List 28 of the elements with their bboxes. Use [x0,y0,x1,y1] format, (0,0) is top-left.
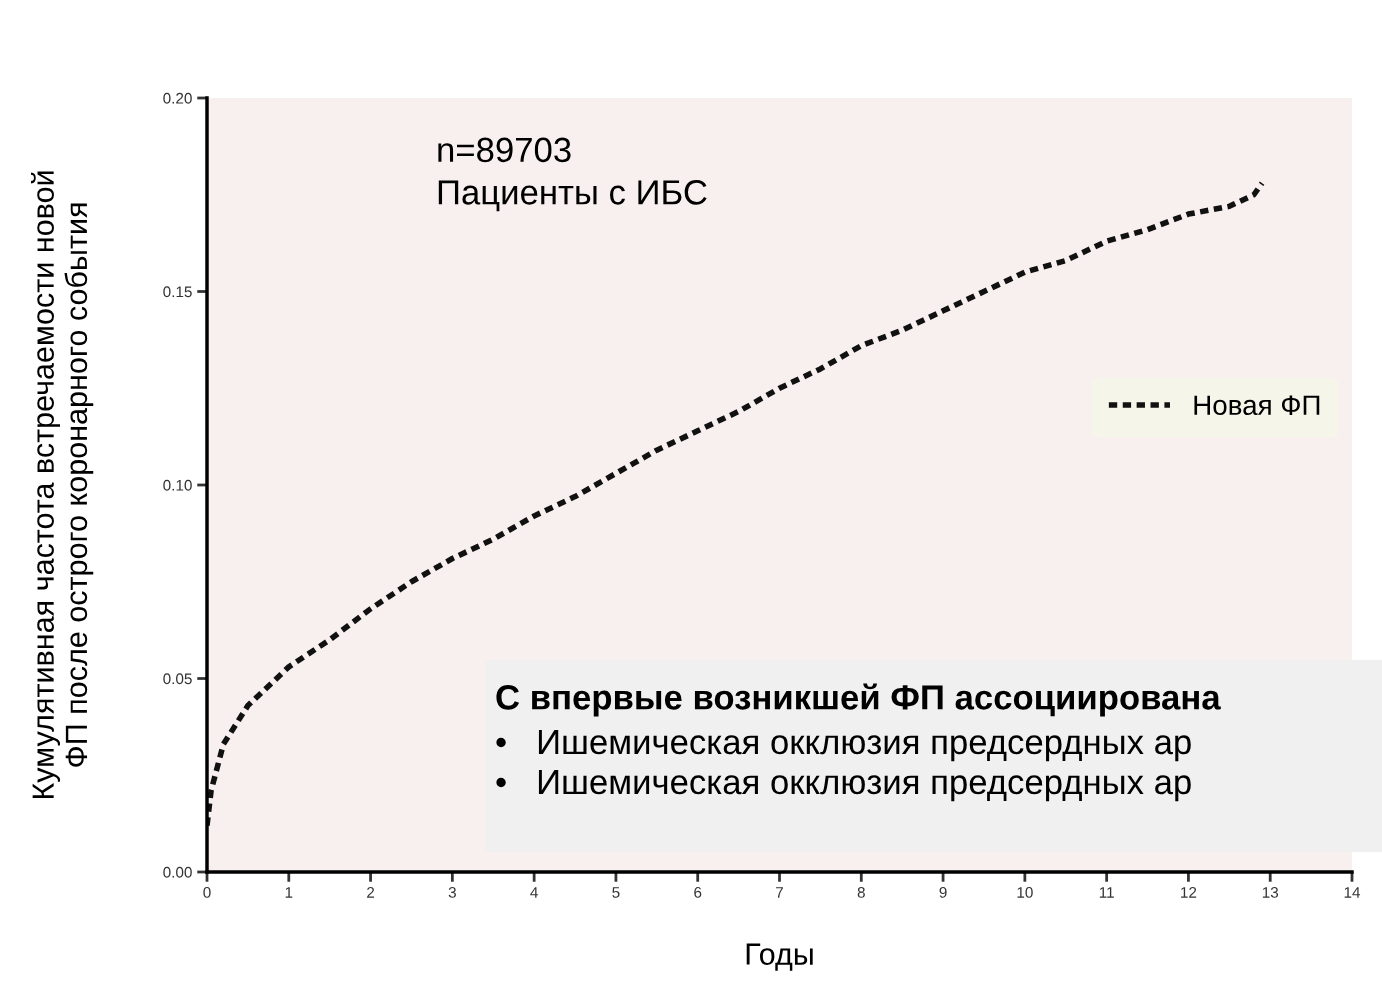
x-tick-label: 6 [694,886,702,898]
legend-label: Новая ФП [1194,395,1320,416]
x-axis-title: Годы [746,943,813,971]
y-tick-label: 0.15 [163,286,192,298]
x-tick-label: 13 [1262,886,1279,898]
x-tick-label: 7 [776,887,783,898]
annotation: n=89703 [438,137,571,163]
y-tick-label: 0.20 [163,92,192,104]
x-tick-label: 1 [285,887,293,898]
y-axis-title: Кумулятивная частота встречаемости новой ФП после острого коронарного события [30,171,94,799]
x-tick-label: 11 [1099,887,1114,898]
annotation: • Ишемическая окклюзия предсердных ар [496,770,1191,802]
x-tick-label: 4 [530,887,538,898]
x-tick-label: 14 [1344,887,1361,898]
annotation: Пациенты с ИБС [438,180,707,212]
x-tick-label: 8 [857,886,865,898]
y-tick-label: 0.05 [163,673,192,685]
y-tick-label: 0.00 [163,866,192,878]
x-tick-label: 10 [1017,886,1033,898]
x-tick-label: 9 [939,886,947,898]
x-tick-label: 0 [203,886,211,898]
annotation: • Ишемическая окклюзия предсердных ар [496,730,1191,762]
x-tick-label: 3 [448,886,456,898]
x-tick-label: 12 [1181,886,1197,898]
y-tick-label: 0.10 [163,479,192,491]
x-tick-label: 5 [612,887,620,898]
x-tick-label: 2 [367,886,375,898]
annotation: С впервые возникшей ФП ассоциирована [496,683,1221,717]
